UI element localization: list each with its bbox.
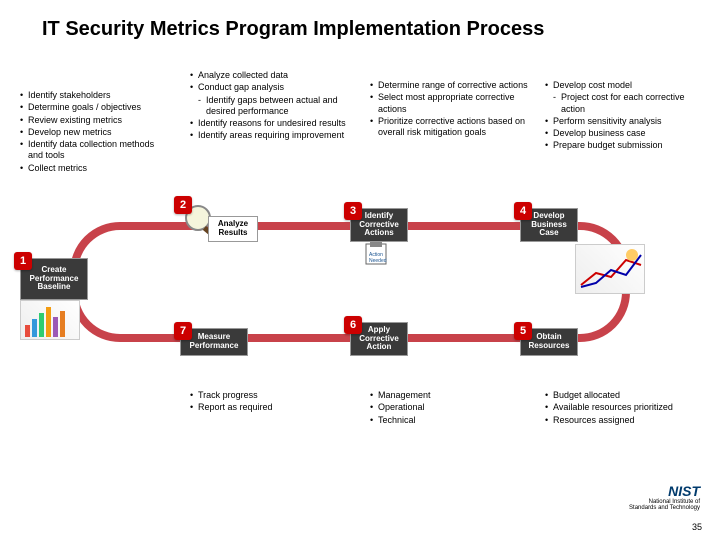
bullet-item: Determine goals / objectives [20, 102, 170, 113]
bullet-item: Conduct gap analysis [190, 82, 350, 93]
content-area: Identify stakeholdersDetermine goals / o… [0, 60, 720, 540]
bullet-item: Project cost for each corrective action [545, 92, 710, 115]
stage-2: 2 Analyze Results [180, 202, 230, 242]
bullet-item: Technical [370, 415, 530, 426]
bullet-item: Budget allocated [545, 390, 710, 401]
stage-box-2: Analyze Results [208, 216, 258, 242]
bullet-item: Resources assigned [545, 415, 710, 426]
stage-7: 7 Measure Performance [180, 328, 248, 356]
badge-5: 5 [514, 322, 532, 340]
stage-6: 6 Apply Corrective Action [350, 322, 408, 356]
stage-3: 3 Identify Corrective Actions ActionNeed… [350, 208, 408, 242]
bullets-stage-5: Budget allocatedAvailable resources prio… [545, 390, 710, 427]
svg-text:Needed: Needed [369, 258, 387, 264]
bullet-item: Collect metrics [20, 163, 170, 174]
bullet-item: Select most appropriate corrective actio… [370, 92, 530, 115]
badge-2: 2 [174, 196, 192, 214]
bullet-item: Identify stakeholders [20, 90, 170, 101]
bullet-item: Develop cost model [545, 80, 710, 91]
page-number: 35 [692, 522, 702, 532]
bullet-item: Operational [370, 402, 530, 413]
page-title: IT Security Metrics Program Implementati… [0, 0, 720, 41]
badge-4: 4 [514, 202, 532, 220]
bullet-item: Analyze collected data [190, 70, 350, 81]
bullet-item: Determine range of corrective actions [370, 80, 530, 91]
bullet-item: Available resources prioritized [545, 402, 710, 413]
nist-logo: NIST [629, 483, 700, 499]
baseline-chart-icon [20, 300, 80, 345]
bullet-item: Report as required [190, 402, 350, 413]
business-chart-icon [575, 244, 645, 294]
badge-3: 3 [344, 202, 362, 220]
bullets-stage-1: Identify stakeholdersDetermine goals / o… [20, 90, 170, 175]
bullet-item: Track progress [190, 390, 350, 401]
bullet-item: Prioritize corrective actions based on o… [370, 116, 530, 139]
bullets-stage-4: Develop cost modelProject cost for each … [545, 80, 710, 153]
bullet-item: Prepare budget submission [545, 140, 710, 151]
bullet-item: Perform sensitivity analysis [545, 116, 710, 127]
nist-tagline: National Institute of Standards and Tech… [629, 499, 700, 512]
bullet-item: Management [370, 390, 530, 401]
stage-4: 4 Develop Business Case [520, 208, 578, 242]
bullets-stage-2: Analyze collected dataConduct gap analys… [190, 70, 350, 143]
badge-6: 6 [344, 316, 362, 334]
bullet-item: Identify data collection methods and too… [20, 139, 170, 162]
stage-1: 1 Create Performance Baseline [20, 258, 88, 300]
bullet-item: Identify areas requiring improvement [190, 130, 350, 141]
bullets-stage-7: Track progressReport as required [190, 390, 350, 415]
bullet-item: Review existing metrics [20, 115, 170, 126]
nist-footer: NIST National Institute of Standards and… [629, 483, 700, 512]
bullets-stage-3: Determine range of corrective actionsSel… [370, 80, 530, 139]
bullets-stage-6: ManagementOperational Technical [370, 390, 530, 427]
badge-1: 1 [14, 252, 32, 270]
stage-5: 5 Obtain Resources [520, 328, 578, 356]
bullet-item: Develop new metrics [20, 127, 170, 138]
badge-7: 7 [174, 322, 192, 340]
bullet-item: Develop business case [545, 128, 710, 139]
process-diagram: 1 Create Performance Baseline 2 Analyze … [20, 210, 700, 380]
bullet-item: Identify gaps between actual and desired… [190, 95, 350, 118]
clipboard-icon: ActionNeeded [362, 242, 392, 266]
bullet-item: Identify reasons for undesired results [190, 118, 350, 129]
